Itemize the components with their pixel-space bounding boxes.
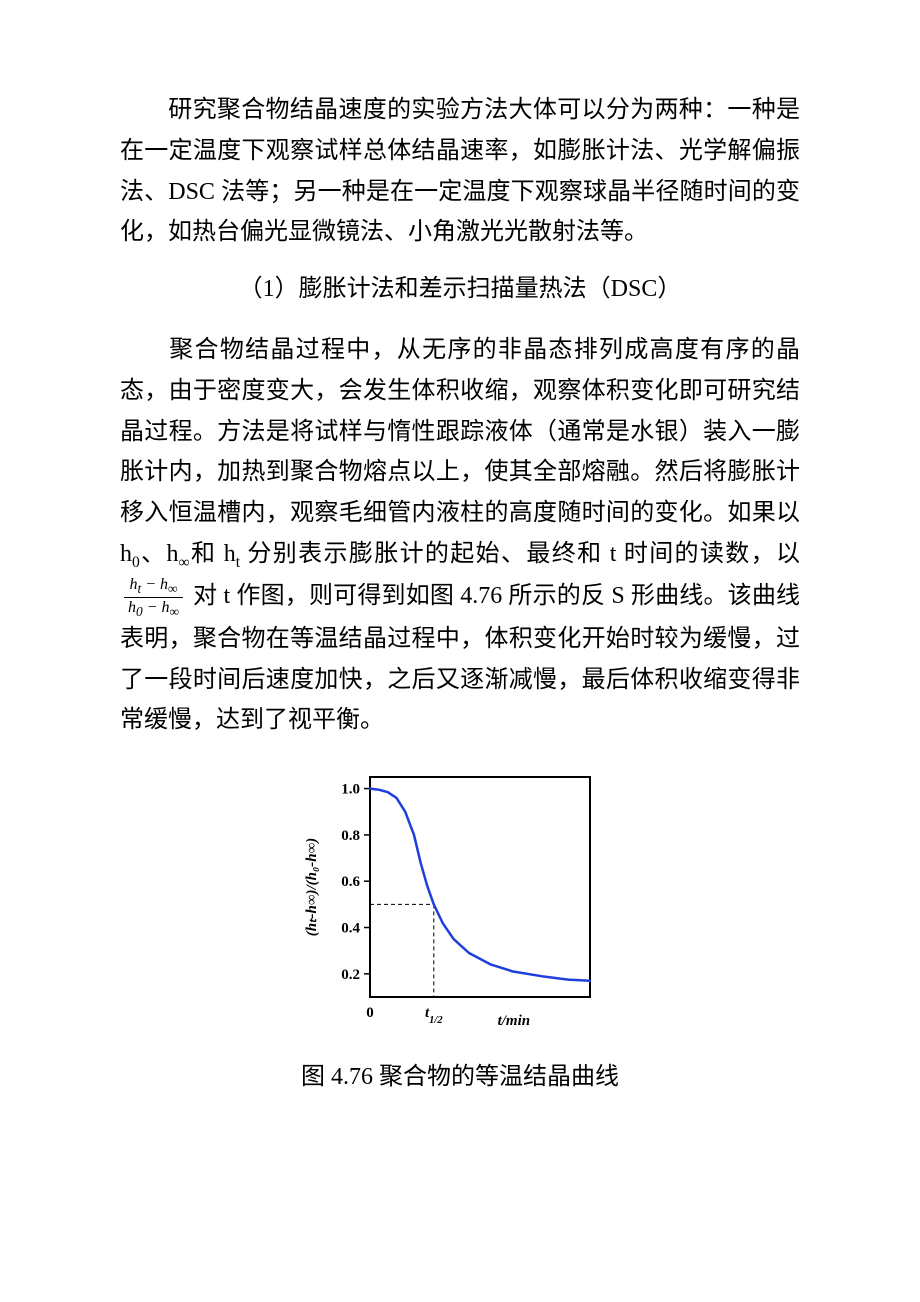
- text: 聚合物结晶过程中，从无序的非晶态排列成高度有序的晶态，由于密度变大，会发生体积收…: [120, 337, 800, 567]
- fraction-denominator: h0 − h∞: [124, 598, 183, 619]
- svg-text:0.6: 0.6: [341, 874, 360, 890]
- text: 对 t 作图，则可得到如图 4.76 所示的反 S 形曲线。该曲线表明，聚合物在…: [120, 583, 800, 733]
- figure-caption: 图 4.76 聚合物的等温结晶曲线: [120, 1057, 800, 1098]
- svg-text:0.4: 0.4: [341, 921, 360, 937]
- crystallization-curve-chart: 0.2 0.4 0.6 0.8 1.0 0 t1/2 t/min (hₜ-h∞)/(h₀-h∞): [300, 757, 620, 1047]
- text: 和 h: [190, 541, 236, 567]
- paragraph-intro: 研究聚合物结晶速度的实验方法大体可以分为两种：一种是在一定温度下观察试样总体结晶…: [120, 90, 800, 253]
- fraction: ht − h∞ h0 − h∞: [124, 577, 183, 619]
- svg-text:0: 0: [366, 1005, 374, 1021]
- text: 图 4.76 聚合物的等温结晶曲线: [301, 1064, 619, 1090]
- svg-text:0.8: 0.8: [341, 828, 360, 844]
- svg-text:t1/2: t1/2: [425, 1005, 443, 1026]
- svg-text:(hₜ-h∞)/(h₀-h∞): (hₜ-h∞)/(h₀-h∞): [304, 838, 320, 937]
- subscript-0: 0: [132, 554, 140, 571]
- text: 、h: [140, 541, 179, 567]
- section-heading: （1）膨胀计法和差示扫描量热法（DSC）: [120, 269, 800, 310]
- svg-text:1.0: 1.0: [341, 782, 360, 798]
- figure-4-76: 0.2 0.4 0.6 0.8 1.0 0 t1/2 t/min (hₜ-h∞)/(h₀-h∞): [120, 757, 800, 1047]
- fraction-numerator: ht − h∞: [124, 577, 183, 599]
- text: 分别表示膨胀计的起始、最终和 t 时间的读数，以: [240, 541, 800, 567]
- subscript-inf: ∞: [179, 554, 190, 571]
- paragraph-method: 聚合物结晶过程中，从无序的非晶态排列成高度有序的晶态，由于密度变大，会发生体积收…: [120, 330, 800, 741]
- svg-text:t/min: t/min: [498, 1013, 531, 1029]
- text: 研究聚合物结晶速度的实验方法大体可以分为两种：一种是在一定温度下观察试样总体结晶…: [120, 97, 800, 245]
- svg-text:0.2: 0.2: [341, 967, 360, 983]
- text: （1）膨胀计法和差示扫描量热法（DSC）: [239, 276, 682, 302]
